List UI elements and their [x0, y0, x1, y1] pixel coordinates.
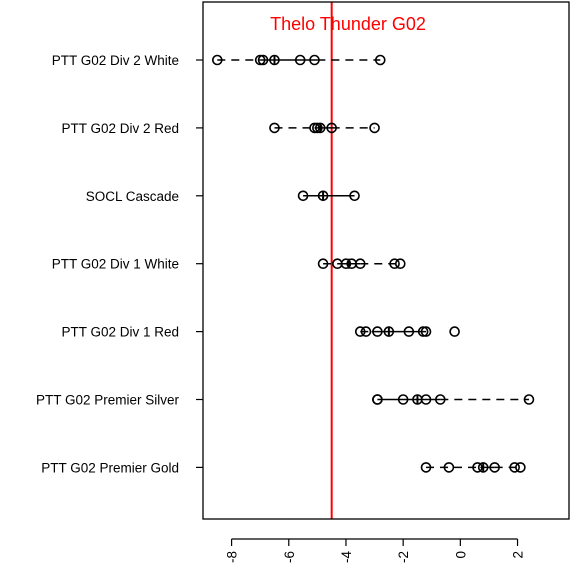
data-point — [420, 326, 432, 337]
x-tick-label: -4 — [339, 551, 354, 563]
data-point — [211, 54, 223, 66]
data-point — [420, 394, 432, 405]
category-label: PTT G02 Premier Gold — [41, 460, 179, 475]
data-point — [294, 54, 306, 66]
plot-frame — [202, 1, 570, 520]
data-point — [372, 326, 383, 337]
data-point — [354, 326, 366, 337]
data-point — [297, 190, 309, 202]
category-labels-layer: PTT G02 Div 2 White PTT G02 Div 2 Red SOCL… — [36, 53, 203, 475]
group-row — [354, 326, 460, 337]
chart-title: Thelo Thunder G02 — [270, 14, 426, 34]
data-point — [374, 54, 386, 66]
group-row — [211, 54, 386, 66]
data-point — [449, 326, 460, 337]
data-point — [314, 122, 326, 134]
data-point — [372, 394, 383, 405]
group-row — [420, 462, 526, 473]
data-point — [489, 462, 500, 473]
category-label: SOCL Cascade — [86, 189, 179, 204]
x-tick-label: 2 — [511, 551, 526, 559]
group-row — [372, 394, 535, 405]
data-point — [309, 122, 320, 134]
category-label: PTT G02 Div 2 Red — [61, 121, 179, 136]
data-point — [435, 394, 446, 405]
data-point — [509, 462, 520, 473]
data-point — [349, 190, 360, 202]
data-point — [417, 326, 429, 337]
data-point — [317, 190, 329, 202]
group-row — [269, 122, 380, 134]
data-point — [269, 54, 280, 66]
x-tick-label: -8 — [225, 551, 240, 563]
data-point — [443, 462, 455, 473]
data-point — [383, 326, 395, 337]
x-tick-label: -6 — [282, 551, 297, 563]
data-point — [394, 258, 406, 270]
x-tick-label: 0 — [453, 551, 468, 559]
data-point — [254, 54, 266, 66]
group-row — [297, 190, 360, 202]
data-point — [523, 394, 535, 405]
data-point — [269, 122, 280, 134]
data-point — [477, 462, 489, 473]
data-point — [360, 326, 372, 337]
data-point — [257, 54, 269, 66]
data-point — [309, 54, 320, 66]
x-tick-label: -2 — [396, 551, 411, 563]
category-label: PTT G02 Div 1 White — [52, 257, 179, 272]
category-label: PTT G02 Div 1 Red — [61, 325, 179, 340]
data-point — [472, 462, 483, 473]
data-point — [340, 258, 352, 270]
data-point — [403, 326, 415, 337]
category-label: PTT G02 Premier Silver — [36, 393, 180, 408]
data-point — [317, 258, 329, 270]
data-point — [354, 258, 366, 270]
data-point — [369, 122, 380, 134]
data-point — [312, 122, 323, 134]
data-point — [515, 462, 526, 473]
data-point — [397, 394, 409, 405]
group-row — [317, 258, 406, 270]
data-point — [326, 122, 337, 134]
category-label: PTT G02 Div 2 White — [52, 53, 179, 68]
x-axis: -8 -6 -4 -2 0 2 — [225, 538, 526, 563]
groups-layer — [211, 54, 535, 473]
data-point — [420, 462, 432, 473]
data-point — [389, 258, 400, 270]
